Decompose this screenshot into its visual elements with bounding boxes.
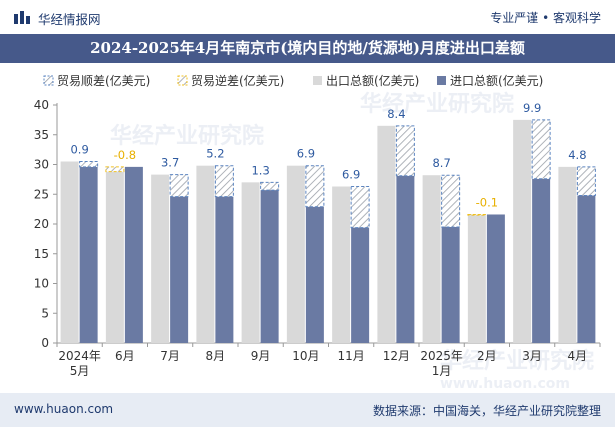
legend-swatch-1 xyxy=(43,75,54,86)
legend-label-2: 贸易逆差(亿美元) xyxy=(191,73,284,88)
trade-surplus-bar xyxy=(169,174,189,198)
import-bar xyxy=(170,196,189,343)
legend-swatch-2 xyxy=(177,75,188,86)
trade-surplus-bar xyxy=(305,165,325,208)
balance-label: 4.8 xyxy=(568,148,586,162)
watermark-lower: 华经产业研究院 xyxy=(440,348,594,374)
y-tick-label: 0 xyxy=(41,336,49,350)
balance-label: 8.4 xyxy=(387,107,405,121)
chart: 华经产业研究院 华经产业研究院 华经产业研究院 www.huaon.com 贸易… xyxy=(34,73,601,392)
trade-surplus-bar xyxy=(395,125,415,177)
x-tick-label: 1月 xyxy=(432,364,452,378)
import-bar xyxy=(532,178,551,343)
x-tick-label: 4月 xyxy=(568,349,588,363)
balance-label: 1.3 xyxy=(251,163,269,177)
y-tick-label: 5 xyxy=(41,306,49,320)
balance-label: 5.2 xyxy=(206,147,224,161)
import-bar xyxy=(441,226,460,343)
y-tick-label: 40 xyxy=(34,98,49,112)
balance-label: 6.9 xyxy=(297,147,315,161)
x-tick-label: 6月 xyxy=(115,349,135,363)
balance-label: 6.9 xyxy=(342,168,360,182)
trade-deficit-bar xyxy=(105,166,125,173)
legend-label-1: 贸易顺差(亿美元) xyxy=(57,73,150,88)
export-bar xyxy=(558,166,577,343)
watermark-url: www.huaon.com xyxy=(440,376,570,392)
trade-surplus-bar xyxy=(350,186,370,229)
x-tick-label: 5月 xyxy=(70,364,90,378)
export-bar xyxy=(377,125,396,343)
trade-surplus-bar xyxy=(79,161,99,168)
y-tick-label: 10 xyxy=(34,277,49,291)
footer-source: 数据来源：中国海关，华经产业研究院整理 xyxy=(372,404,601,418)
watermark-upper: 华经产业研究院 xyxy=(360,91,514,117)
legend: 贸易顺差(亿美元) 贸易逆差(亿美元) 出口总额(亿美元) 进口总额(亿美元) xyxy=(43,73,543,88)
brand-name: 华经情报网 xyxy=(38,12,101,27)
y-tick-label: 20 xyxy=(34,217,49,231)
export-bar xyxy=(513,119,532,343)
balance-label: 9.9 xyxy=(523,101,541,115)
export-bar xyxy=(422,175,441,343)
import-bar xyxy=(351,227,370,343)
trade-surplus-bar xyxy=(531,119,551,180)
export-bar xyxy=(332,186,351,343)
footer: www.huaon.com 数据来源：中国海关，华经产业研究院整理 xyxy=(0,393,615,427)
export-bar xyxy=(105,171,124,343)
watermark-middle: 华经产业研究院 xyxy=(110,123,264,149)
import-bar xyxy=(124,166,143,343)
x-tick-label: 2月 xyxy=(477,349,497,363)
x-tick-label: 10月 xyxy=(292,349,319,363)
y-tick-label: 15 xyxy=(34,247,49,261)
export-bar xyxy=(467,215,486,343)
x-tick-label: 2024年 xyxy=(58,349,101,363)
import-bar xyxy=(577,195,596,343)
x-tick-label: 11月 xyxy=(337,349,364,363)
export-bar xyxy=(151,174,170,343)
balance-label: -0.8 xyxy=(114,148,136,162)
balance-label: -0.1 xyxy=(476,195,498,209)
top-bar: 华经情报网 专业严谨 • 客观科学 xyxy=(0,0,615,34)
y-tick-label: 30 xyxy=(34,158,49,172)
trade-surplus-bar xyxy=(441,174,461,228)
legend-label-3: 出口总额(亿美元) xyxy=(326,73,419,88)
import-bar xyxy=(396,175,415,343)
legend-swatch-3 xyxy=(313,76,322,85)
balance-label: 8.7 xyxy=(432,156,450,170)
legend-label-4: 进口总额(亿美元) xyxy=(450,73,543,88)
import-bar xyxy=(79,166,98,343)
trade-surplus-bar xyxy=(214,165,234,198)
x-tick-label: 12月 xyxy=(383,349,410,363)
export-bar xyxy=(60,161,79,343)
balance-labels: 0.9 -0.8 3.7 5.2 1.3 6.9 6.9 8.4 8.7 -0.1 9.9 4.8 xyxy=(70,101,586,210)
export-bar xyxy=(241,182,260,343)
tagline: 专业严谨 • 客观科学 xyxy=(490,11,601,25)
trade-surplus-bar xyxy=(260,181,280,191)
balance-label: 3.7 xyxy=(161,156,179,170)
logo-icon xyxy=(14,11,30,24)
bars xyxy=(60,119,596,343)
y-tick-label: 25 xyxy=(34,187,49,201)
y-tick-label: 35 xyxy=(34,128,49,142)
legend-swatch-4 xyxy=(437,76,446,85)
x-tick-label: 7月 xyxy=(160,349,180,363)
chart-title: 2024-2025年4月年南京市(境内目的地/货源地)月度进出口差额 xyxy=(0,34,615,63)
x-tick-label: 8月 xyxy=(206,349,226,363)
x-tick-label: 2025年 xyxy=(420,349,463,363)
trade-deficit-bar xyxy=(467,213,487,216)
footer-website[interactable]: www.huaon.com xyxy=(14,402,114,416)
trade-surplus-bar xyxy=(576,166,596,196)
x-tick-label: 3月 xyxy=(522,349,542,363)
import-bar xyxy=(486,214,505,343)
x-tick-label: 9月 xyxy=(251,349,271,363)
export-bar xyxy=(196,165,215,343)
import-bar xyxy=(260,190,279,343)
import-bar xyxy=(305,206,324,343)
import-bar xyxy=(215,196,234,343)
balance-label: 0.9 xyxy=(70,143,88,157)
export-bar xyxy=(286,165,305,343)
